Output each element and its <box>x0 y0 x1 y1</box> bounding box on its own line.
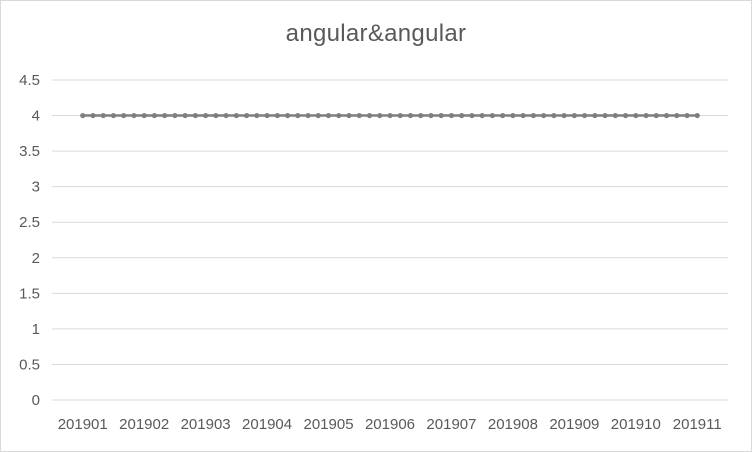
data-point <box>223 112 229 119</box>
data-point <box>663 112 670 119</box>
y-tick-label: 4.5 <box>19 72 40 89</box>
x-tick-label: 201904 <box>242 416 292 433</box>
data-point <box>418 112 424 119</box>
x-tick-label: 201909 <box>549 416 599 433</box>
data-point <box>366 112 373 119</box>
y-tick-label: 1.5 <box>19 285 40 302</box>
data-point <box>336 112 342 119</box>
data-point <box>172 112 178 119</box>
data-point <box>633 112 639 119</box>
data-point <box>582 112 588 119</box>
data-point <box>162 112 168 119</box>
data-point <box>264 112 270 119</box>
data-point <box>213 112 219 119</box>
data-point <box>233 112 239 119</box>
data-point <box>192 112 198 119</box>
data-point <box>643 112 649 119</box>
data-point <box>182 112 188 119</box>
x-tick-label: 201907 <box>426 416 476 433</box>
x-tick-label: 201903 <box>181 416 231 433</box>
data-point <box>100 112 106 119</box>
data-point <box>325 112 332 119</box>
data-point <box>110 112 117 119</box>
data-point <box>80 112 86 119</box>
data-point <box>653 112 659 119</box>
data-point <box>448 112 455 119</box>
data-point <box>244 112 250 119</box>
data-point <box>520 112 526 119</box>
y-tick-label: 2 <box>32 250 40 267</box>
y-tick-label: 4 <box>32 108 40 125</box>
x-axis-tick-labels: 201901 201902 201903 201904 201905 201906 2019… <box>58 416 722 433</box>
y-tick-label: 0 <box>32 392 40 409</box>
data-point <box>561 112 567 119</box>
data-point <box>592 112 598 119</box>
data-point <box>305 112 311 119</box>
data-point <box>500 112 506 119</box>
y-tick-label: 0.5 <box>19 356 40 373</box>
data-point <box>254 112 260 119</box>
x-tick-label: 201906 <box>365 416 415 433</box>
gridlines <box>52 79 728 401</box>
series-group <box>80 112 700 119</box>
data-point <box>274 112 280 119</box>
data-point <box>377 112 383 119</box>
x-tick-label: 201901 <box>58 416 108 433</box>
data-point <box>602 112 608 119</box>
chart-title: angular&angular <box>285 20 467 47</box>
y-axis-tick-labels: 0 0.5 1 1.5 2 2.5 3 3.5 4 4.5 <box>19 72 40 409</box>
data-point <box>407 112 414 119</box>
y-tick-label: 2.5 <box>19 214 40 231</box>
data-point <box>622 112 629 119</box>
x-tick-label: 201908 <box>488 416 538 433</box>
data-point <box>530 112 536 119</box>
data-point <box>428 112 434 119</box>
y-tick-label: 3.5 <box>19 143 40 160</box>
data-point <box>694 112 700 119</box>
x-tick-label: 201902 <box>119 416 169 433</box>
data-point <box>438 112 444 119</box>
data-point <box>387 112 393 119</box>
y-tick-label: 3 <box>32 179 40 196</box>
data-point <box>397 112 403 119</box>
data-point <box>90 112 96 119</box>
data-point <box>489 112 496 119</box>
data-point <box>121 112 127 119</box>
data-point <box>131 112 137 119</box>
data-point <box>315 112 321 119</box>
data-point <box>203 112 209 119</box>
data-point <box>346 112 352 119</box>
data-point <box>571 112 577 119</box>
data-point <box>541 112 547 119</box>
data-point <box>674 112 680 119</box>
data-point <box>356 112 362 119</box>
x-tick-label: 201905 <box>304 416 354 433</box>
x-tick-label: 201910 <box>611 416 661 433</box>
data-point <box>459 112 465 119</box>
data-point <box>551 112 557 119</box>
data-point <box>469 112 475 119</box>
data-point <box>141 112 147 119</box>
x-tick-label: 201911 <box>673 416 722 433</box>
data-point <box>684 112 690 119</box>
y-tick-label: 1 <box>32 321 40 338</box>
data-point <box>612 112 618 119</box>
data-point <box>151 112 158 119</box>
data-point <box>510 112 516 119</box>
data-point <box>295 112 301 119</box>
data-point <box>479 112 485 119</box>
data-point <box>284 112 291 119</box>
